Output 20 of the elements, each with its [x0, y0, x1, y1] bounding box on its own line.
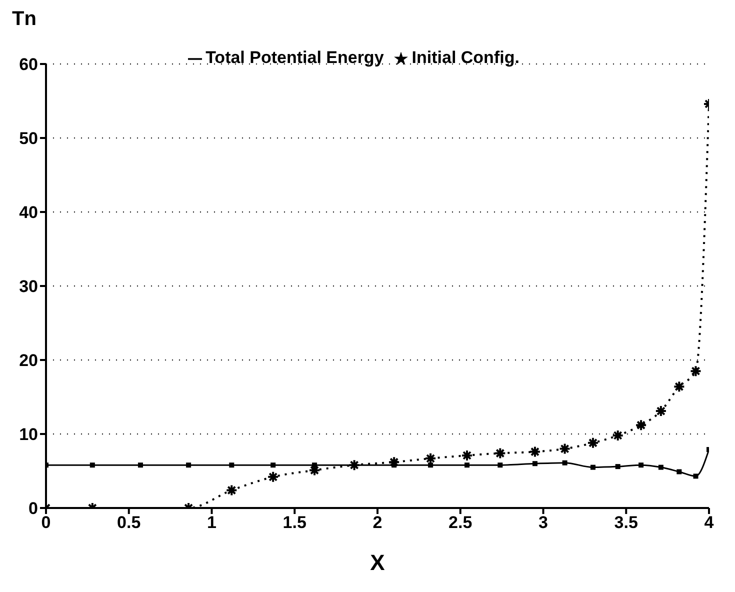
y-tick-label: 0 [28, 499, 38, 518]
x-tick-label: 1.5 [282, 513, 306, 532]
legend-label: Initial Config. [412, 48, 520, 67]
x-tick-label: 1 [207, 513, 216, 532]
legend-label: Total Potential Energy [206, 48, 384, 67]
x-tick-label: 2.5 [448, 513, 472, 532]
y-tick-label: 40 [19, 203, 38, 222]
y-axis-title: Tn [12, 8, 36, 31]
y-tick-label: 30 [19, 277, 38, 296]
x-tick-label: 2 [372, 513, 382, 532]
y-tick-label: 50 [19, 129, 38, 148]
x-tick-label: 0 [41, 513, 51, 532]
x-tick-label: 4 [704, 513, 714, 532]
y-tick-label: 10 [19, 425, 38, 444]
x-axis-title: X [370, 550, 386, 575]
x-tick-label: 0.5 [117, 513, 141, 532]
y-tick-label: 60 [19, 55, 38, 74]
y-tick-label: 20 [19, 351, 38, 370]
x-tick-label: 3.5 [614, 513, 638, 532]
x-tick-label: 3 [538, 513, 548, 532]
